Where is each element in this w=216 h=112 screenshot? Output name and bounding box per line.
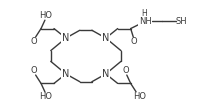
Text: N: N (102, 69, 110, 79)
Text: H: H (141, 9, 147, 18)
Text: SH: SH (176, 17, 187, 26)
Text: N: N (62, 33, 70, 43)
Text: O: O (122, 66, 129, 75)
Text: NH: NH (139, 17, 152, 26)
Text: HO: HO (40, 11, 52, 20)
Text: N: N (62, 69, 70, 79)
Text: N: N (102, 33, 110, 43)
Text: O: O (30, 37, 37, 46)
Text: O: O (131, 37, 137, 46)
Text: O: O (30, 66, 37, 75)
Text: HO: HO (40, 92, 52, 101)
Text: HO: HO (133, 92, 146, 101)
